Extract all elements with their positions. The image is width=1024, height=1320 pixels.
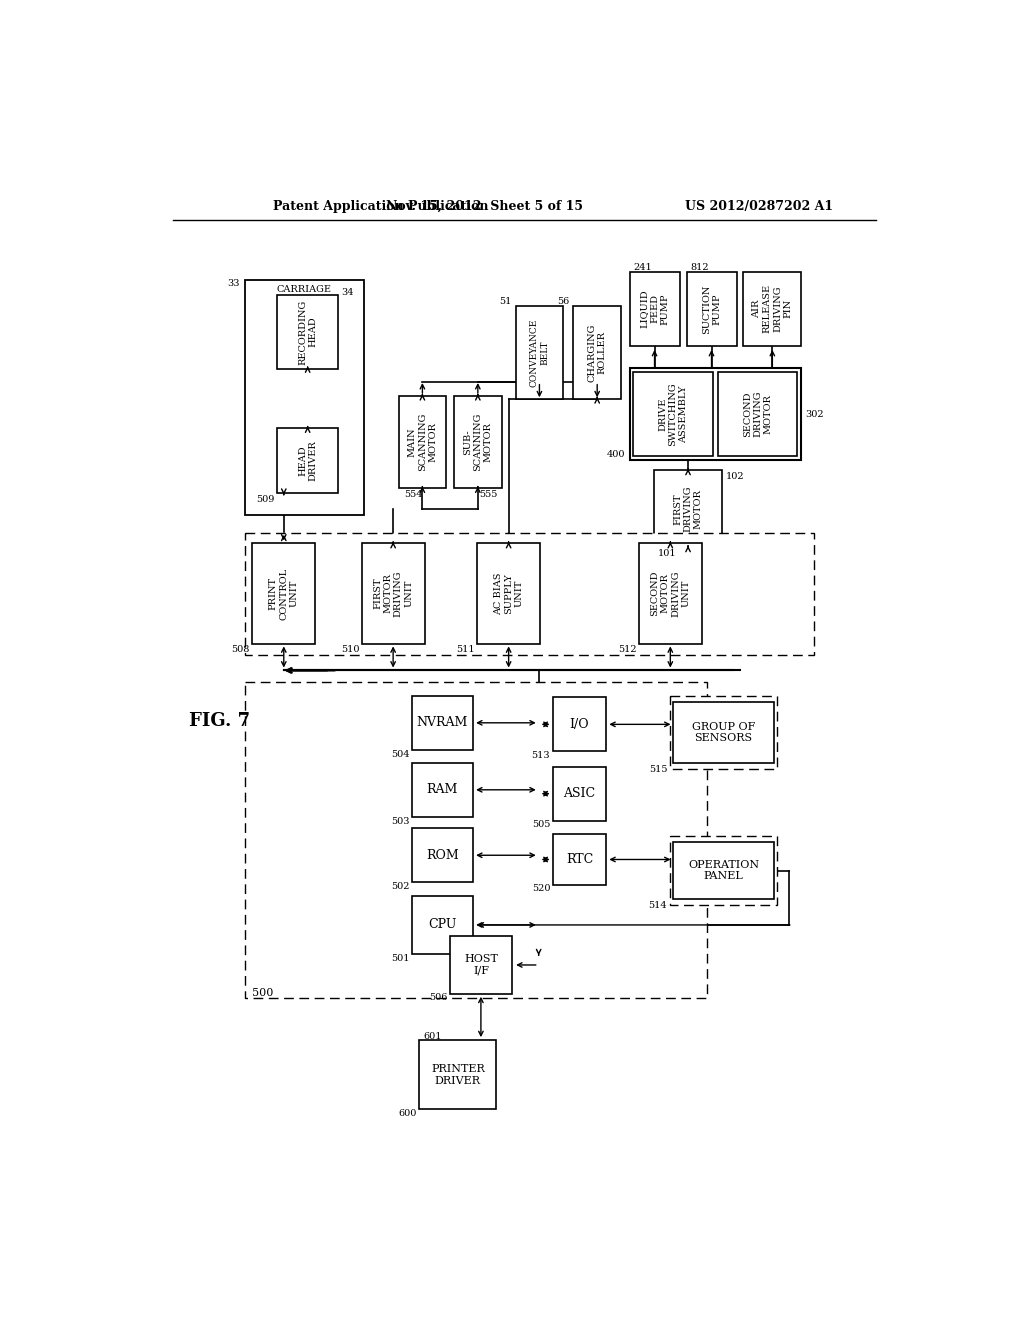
Text: SUB-
SCANNING
MOTOR: SUB- SCANNING MOTOR — [463, 413, 493, 471]
Text: 555: 555 — [479, 490, 498, 499]
Text: 56: 56 — [557, 297, 569, 306]
Text: 501: 501 — [391, 954, 410, 962]
Text: 400: 400 — [607, 450, 626, 458]
Text: 600: 600 — [398, 1109, 417, 1118]
Text: 503: 503 — [391, 817, 410, 826]
Text: 506: 506 — [429, 993, 447, 1002]
Text: 554: 554 — [404, 490, 423, 499]
Bar — [412, 896, 473, 954]
Text: 520: 520 — [531, 884, 550, 892]
Text: RTC: RTC — [566, 853, 593, 866]
Text: ASIC: ASIC — [563, 787, 596, 800]
Text: 812: 812 — [690, 263, 709, 272]
Bar — [670, 836, 777, 906]
Text: 505: 505 — [531, 820, 550, 829]
Bar — [252, 544, 315, 644]
Bar — [654, 470, 722, 548]
Bar — [477, 544, 541, 644]
Text: 51: 51 — [500, 297, 512, 306]
Text: 514: 514 — [648, 900, 668, 909]
Bar — [573, 306, 621, 399]
Text: 500: 500 — [252, 989, 273, 998]
Text: 508: 508 — [231, 645, 250, 655]
Text: 33: 33 — [227, 280, 240, 288]
Text: AIR
RELEASE
DRIVING
PIN: AIR RELEASE DRIVING PIN — [753, 284, 793, 334]
Bar — [674, 702, 773, 763]
Text: 513: 513 — [531, 751, 550, 759]
Text: OPERATION
PANEL: OPERATION PANEL — [688, 859, 759, 882]
Bar — [553, 697, 606, 751]
Text: HOST
I/F: HOST I/F — [464, 954, 498, 975]
Text: 511: 511 — [456, 645, 475, 655]
Bar — [412, 763, 473, 817]
Text: DRIVE
SWITCHING
ASSEMBLY: DRIVE SWITCHING ASSEMBLY — [658, 383, 688, 446]
Text: 302: 302 — [805, 409, 823, 418]
Text: 102: 102 — [726, 473, 744, 480]
Bar — [743, 272, 801, 346]
Text: 101: 101 — [658, 549, 677, 558]
Text: 515: 515 — [649, 764, 668, 774]
Text: FIRST
MOTOR
DRIVING
UNIT: FIRST MOTOR DRIVING UNIT — [373, 570, 414, 616]
Text: ROM: ROM — [426, 849, 459, 862]
Text: CONVEYANCE
BELT: CONVEYANCE BELT — [529, 318, 549, 387]
Bar — [630, 368, 801, 461]
Bar — [674, 842, 773, 899]
Text: MAIN
SCANNING
MOTOR: MAIN SCANNING MOTOR — [408, 413, 437, 471]
Bar — [412, 829, 473, 882]
Text: 509: 509 — [256, 495, 274, 504]
Text: 512: 512 — [617, 645, 637, 655]
Text: LIQUID
FEED
PUMP: LIQUID FEED PUMP — [640, 289, 670, 329]
Text: SUCTION
PUMP: SUCTION PUMP — [701, 284, 721, 334]
Bar — [412, 696, 473, 750]
Bar — [361, 544, 425, 644]
Bar — [419, 1040, 497, 1109]
Text: GROUP OF
SENSORS: GROUP OF SENSORS — [692, 722, 755, 743]
Bar — [245, 682, 707, 998]
Text: 601: 601 — [423, 1032, 441, 1040]
Text: AC BIAS
SUPPLY
UNIT: AC BIAS SUPPLY UNIT — [494, 572, 523, 615]
Text: US 2012/0287202 A1: US 2012/0287202 A1 — [685, 199, 834, 213]
Bar — [639, 544, 701, 644]
Text: FIG. 7: FIG. 7 — [188, 711, 250, 730]
Bar — [276, 428, 339, 494]
Bar — [553, 834, 606, 884]
Text: I/O: I/O — [569, 718, 589, 731]
Text: 241: 241 — [634, 263, 652, 272]
Text: FIRST
DRIVING
MOTOR: FIRST DRIVING MOTOR — [673, 486, 702, 532]
Text: PRINT
CONTROL
UNIT: PRINT CONTROL UNIT — [269, 568, 299, 619]
Bar — [686, 272, 736, 346]
Bar — [718, 372, 798, 457]
Text: 510: 510 — [341, 645, 359, 655]
Bar — [634, 372, 713, 457]
Bar — [398, 396, 446, 488]
Bar — [245, 533, 814, 655]
Bar — [630, 272, 680, 346]
Bar — [451, 936, 512, 994]
Text: 504: 504 — [391, 750, 410, 759]
Text: CPU: CPU — [428, 919, 457, 932]
Text: HEAD
DRIVER: HEAD DRIVER — [298, 441, 317, 480]
Text: NVRAM: NVRAM — [417, 717, 468, 730]
Bar — [245, 280, 364, 515]
Text: 34: 34 — [341, 288, 353, 297]
Bar — [454, 396, 502, 488]
Text: 502: 502 — [391, 882, 410, 891]
Text: Nov. 15, 2012  Sheet 5 of 15: Nov. 15, 2012 Sheet 5 of 15 — [386, 199, 584, 213]
Text: PRINTER
DRIVER: PRINTER DRIVER — [431, 1064, 484, 1085]
Bar — [553, 767, 606, 821]
Bar — [515, 306, 563, 399]
Text: SECOND
MOTOR
DRIVING
UNIT: SECOND MOTOR DRIVING UNIT — [650, 570, 690, 616]
Text: CHARGING
ROLLER: CHARGING ROLLER — [588, 323, 607, 381]
Bar — [276, 296, 339, 368]
Text: Patent Application Publication: Patent Application Publication — [273, 199, 488, 213]
Bar — [670, 696, 777, 770]
Text: CARRIAGE: CARRIAGE — [276, 285, 332, 294]
Text: RAM: RAM — [427, 783, 458, 796]
Text: SECOND
DRIVING
MOTOR: SECOND DRIVING MOTOR — [742, 391, 773, 437]
Text: RECORDING
HEAD: RECORDING HEAD — [298, 300, 317, 364]
